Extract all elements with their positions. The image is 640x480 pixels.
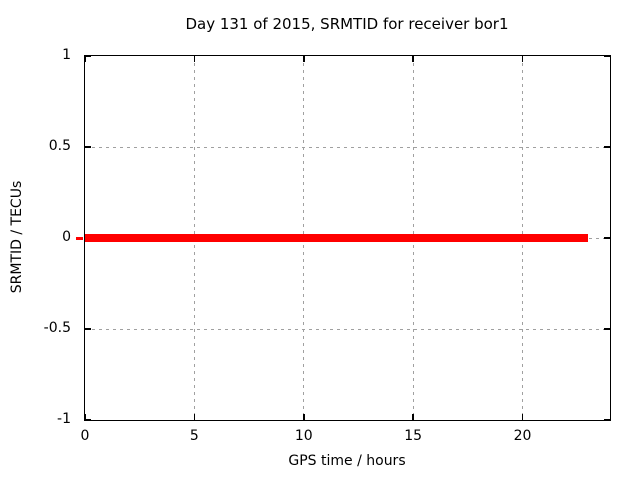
y-tick-label: 1 <box>62 47 71 63</box>
x-tick-bottom <box>521 414 524 420</box>
x-tick-label: 0 <box>80 428 90 444</box>
y-tick-label: -0.5 <box>43 320 71 336</box>
x-tick-top <box>84 56 86 62</box>
chart-title: Day 131 of 2015, SRMTID for receiver bor… <box>185 15 509 33</box>
x-axis-label: GPS time / hours <box>288 453 406 469</box>
y-tick-right <box>604 55 610 57</box>
y-tick-right <box>604 146 610 148</box>
y-tick-left <box>85 146 91 148</box>
data-series-left-cap <box>76 236 83 240</box>
x-tick-bottom <box>303 414 305 420</box>
x-tick-label: 15 <box>404 428 423 444</box>
x-tick-label: 20 <box>513 428 532 444</box>
y-tick-right <box>604 419 610 421</box>
y-tick-left <box>85 328 91 330</box>
x-tick-label: 10 <box>294 428 313 444</box>
x-tick-bottom <box>412 414 414 420</box>
x-tick-top <box>193 56 196 62</box>
x-tick-label: 5 <box>189 428 199 444</box>
y-tick-label: 0 <box>62 229 71 245</box>
plot-area: 0 5 10 15 20 -1 -0.5 0 0.5 1 <box>44 47 611 444</box>
x-tick-bottom <box>84 414 86 420</box>
y-tick-label: 0.5 <box>48 138 71 154</box>
x-tick-top <box>412 56 414 62</box>
y-tick-label: -1 <box>57 411 71 427</box>
y-tick-right <box>604 237 610 239</box>
x-tick-top <box>303 56 305 62</box>
y-gridline <box>85 146 610 148</box>
x-tick-top <box>521 56 524 62</box>
y-tick-left <box>85 55 91 57</box>
y-tick-right <box>604 328 610 330</box>
data-series-line <box>85 234 589 242</box>
x-tick-bottom <box>193 414 196 420</box>
y-tick-left <box>85 419 91 421</box>
y-gridline <box>85 328 610 330</box>
